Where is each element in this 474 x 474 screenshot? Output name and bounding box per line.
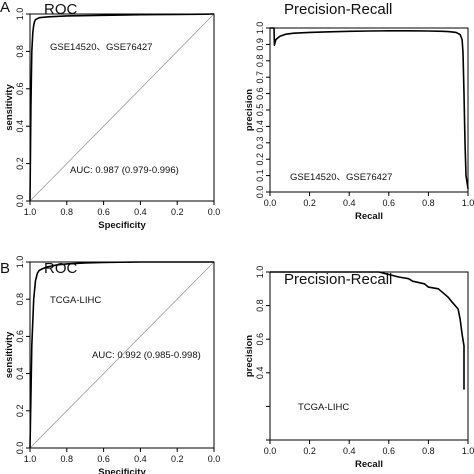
chart2-ytick-label: 0.0 (255, 186, 265, 199)
chart1-diagonal (29, 13, 215, 202)
chart2-ytick-label: 1.0 (255, 22, 265, 35)
chart2-title: Precision-Recall (284, 1, 392, 18)
chart1-ytick-label: 0.8 (15, 45, 25, 58)
chart3-xtick-label: 0.0 (208, 454, 221, 464)
chart2-ytick-label: 0.1 (255, 169, 265, 182)
chart2-ytick-label: 0.3 (255, 137, 265, 150)
chart2-xtick-label: 0.8 (422, 198, 435, 208)
chart3-ytick-label: 0.0 (15, 442, 25, 455)
chart3-ytick-label: 0.6 (15, 330, 25, 343)
chart1-xlabel: Specificity (98, 220, 146, 231)
chart2-series-1-curve (270, 27, 469, 189)
chart1-ytick-label: 1.0 (15, 8, 25, 21)
chart2-ytick-label: 0.6 (255, 87, 265, 100)
chart4-xtick-label: 0.0 (264, 446, 277, 456)
chart1-xtick-label: 0.0 (208, 207, 221, 217)
chart3-xtick-label: 0.4 (134, 454, 147, 464)
chart1-ytick-label: 0.0 (15, 195, 25, 208)
chart1-auc-label: AUC: 0.987 (0.979-0.996) (70, 165, 179, 176)
chart2-xtick-label: 0.6 (383, 198, 396, 208)
chart3-xtick-label: 0.6 (97, 454, 110, 464)
chart2-frame (269, 27, 469, 193)
chart3-xtick-label: 0.8 (61, 454, 74, 464)
chart4-xtick-label: 0.2 (303, 446, 316, 456)
chart2-ytick-label: 0.2 (255, 153, 265, 166)
chart3-diagonal (29, 261, 215, 449)
chart4-series-1-curve (270, 271, 465, 390)
chart3-auc-label: AUC: 0.992 (0.985-0.998) (92, 350, 201, 361)
charts-group: ROC 1.0 0.8 0.6 0.4 0.2 0.0 Specificity 0.0 0.2 0.… (4, 1, 474, 474)
chart3-dataset-label: TCGA-LIHC (50, 295, 101, 306)
chart4-ytick-label: 0.8 (255, 299, 265, 312)
chart4-dataset-label: TCGA-LIHC (298, 402, 349, 413)
chart4-xtick-label: 1.0 (462, 446, 474, 456)
chart4-ytick-label: 0.4 (255, 367, 265, 380)
chart3-ytick-label: 0.2 (15, 405, 25, 418)
chart4-ytick-label: 0.6 (255, 333, 265, 346)
chart3-xlabel: Specificity (98, 467, 146, 474)
chart3-ylabel: sensitivity (4, 331, 15, 378)
chart2-xtick-label: 0.2 (303, 198, 316, 208)
chart2-xlabel: Recall (355, 211, 383, 222)
chart2-ytick-label: 0.7 (255, 71, 265, 84)
chart4-xtick-label: 0.8 (422, 446, 435, 456)
chart3-title: ROC (44, 260, 78, 277)
chart1-frame (29, 13, 215, 202)
chart3-xtick-label: 0.2 (171, 454, 184, 464)
chart2-ytick-label: 0.4 (255, 120, 265, 133)
chart2-xtick-label: 1.0 (462, 198, 474, 208)
chart1-xtick-label: 0.8 (61, 207, 74, 217)
chart1-xtick-label: 0.4 (134, 207, 147, 217)
chart4-frame (269, 271, 469, 441)
panel-label-a: A (0, 0, 10, 16)
chart1-ytick-label: 0.4 (15, 120, 25, 133)
chart1-dataset-label: GSE14520、GSE76427 (50, 42, 152, 53)
chart3-ytick-label: 0.4 (15, 367, 25, 380)
chart1-xtick-label: 0.6 (97, 207, 110, 217)
chart1-ytick-label: 0.6 (15, 83, 25, 96)
chart1-ytick-label: 0.2 (15, 157, 25, 170)
chart3-xtick-label: 1.0 (24, 454, 37, 464)
chart1-series-1-curve (29, 13, 215, 202)
chart4-xtick-label: 0.4 (343, 446, 356, 456)
chart3-series-1-curve (29, 261, 214, 449)
chart1-ylabel: sensitivity (4, 84, 15, 131)
chart3-ytick-label: 0.8 (15, 293, 25, 306)
chart4-xlabel: Recall (355, 459, 383, 470)
chart3-ytick-label: 1.0 (15, 256, 25, 269)
chart2-ytick-label: 0.5 (255, 104, 265, 117)
chart2-ylabel: precision (244, 89, 255, 131)
chart2-dataset-label: GSE14520、GSE76427 (290, 172, 392, 183)
chart2-xtick-label: 0.4 (343, 198, 356, 208)
chart4-ylabel: precision (244, 335, 255, 377)
chart2-xtick-label: 0.0 (264, 198, 277, 208)
chart2-ytick-label: 0.9 (255, 38, 265, 51)
chart4-title: Precision-Recall (284, 271, 392, 288)
chart2-ytick-label: 0.8 (255, 55, 265, 68)
chart4-xtick-label: 0.6 (383, 446, 396, 456)
chart4-ytick-label: 1.0 (255, 266, 265, 279)
panel-label-b: B (0, 260, 10, 277)
chart1-xtick-label: 1.0 (24, 207, 37, 217)
chart1-xtick-label: 0.2 (171, 207, 184, 217)
chart1-title: ROC (44, 1, 78, 18)
